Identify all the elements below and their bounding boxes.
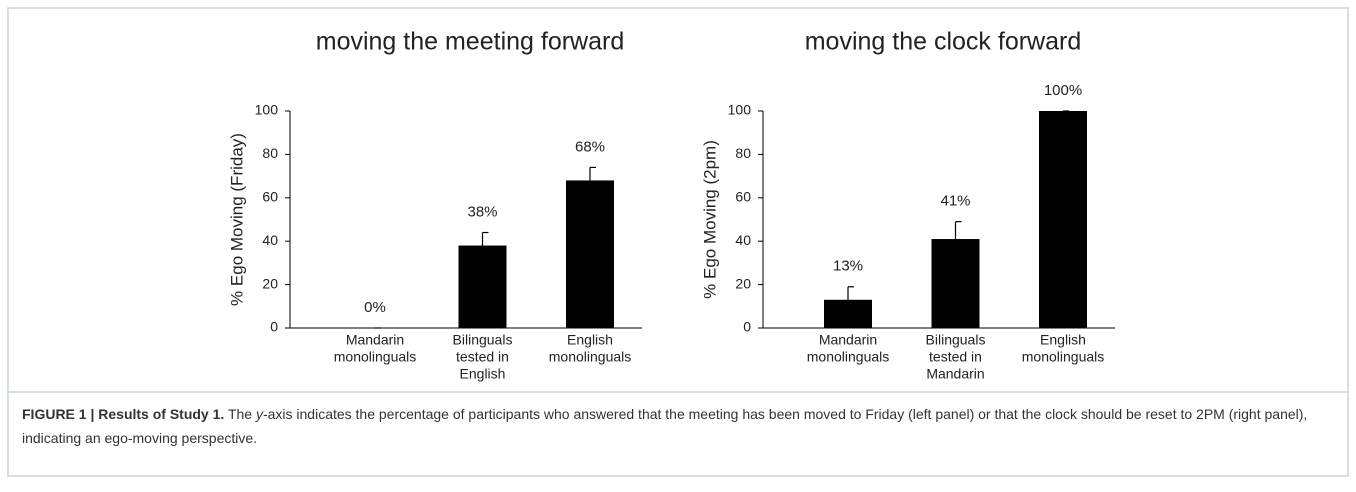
bar bbox=[458, 245, 507, 328]
y-tick-label: 100 bbox=[728, 102, 752, 118]
x-tick-label: English bbox=[567, 332, 613, 348]
bar bbox=[931, 239, 980, 328]
x-tick-label: monolinguals bbox=[334, 349, 417, 365]
y-tick-label: 80 bbox=[262, 145, 278, 161]
x-tick-label: monolinguals bbox=[1022, 349, 1105, 365]
caption-text: The bbox=[227, 406, 253, 422]
x-tick-label: tested in bbox=[456, 349, 509, 365]
y-tick-label: 80 bbox=[735, 145, 751, 161]
bar bbox=[1039, 111, 1087, 328]
y-tick-label: 40 bbox=[735, 232, 751, 248]
figure-border bbox=[7, 7, 1349, 477]
caption: FIGURE 1 | Results of Study 1. The y-axi… bbox=[22, 402, 1332, 450]
y-tick-label: 60 bbox=[735, 189, 751, 205]
value-label: 41% bbox=[940, 193, 970, 210]
x-tick-label: English bbox=[460, 366, 506, 382]
value-label: 68% bbox=[575, 138, 605, 155]
bar bbox=[824, 299, 872, 328]
x-tick-label: monolinguals bbox=[549, 349, 632, 365]
y-axis-label: % Ego Moving (2pm) bbox=[700, 140, 719, 299]
value-label: 38% bbox=[467, 203, 497, 220]
value-label: 0% bbox=[364, 299, 386, 316]
y-tick-label: 40 bbox=[262, 232, 278, 248]
chart-title: moving the clock forward bbox=[805, 28, 1082, 56]
value-label: 13% bbox=[833, 258, 863, 275]
y-tick-label: 0 bbox=[270, 319, 278, 335]
x-tick-label: Bilinguals bbox=[926, 332, 986, 348]
y-tick-label: 60 bbox=[262, 189, 278, 205]
y-tick-label: 0 bbox=[743, 319, 751, 335]
x-tick-label: English bbox=[1040, 332, 1086, 348]
x-tick-label: Mandarin bbox=[819, 332, 877, 348]
x-tick-label: Bilinguals bbox=[453, 332, 513, 348]
caption-italic: y bbox=[255, 406, 263, 422]
x-tick-label: monolinguals bbox=[807, 349, 890, 365]
bar bbox=[566, 180, 614, 328]
y-tick-label: 100 bbox=[255, 102, 279, 118]
x-tick-label: Mandarin bbox=[346, 332, 404, 348]
value-label: 100% bbox=[1044, 82, 1082, 99]
x-tick-label: Mandarin bbox=[926, 366, 984, 382]
y-tick-label: 20 bbox=[262, 275, 278, 291]
y-tick-label: 20 bbox=[735, 275, 751, 291]
caption-text: -axis indicates the percentage of partic… bbox=[22, 406, 1308, 446]
caption-label: FIGURE 1 | Results of Study 1. bbox=[22, 406, 225, 422]
chart-title: moving the meeting forward bbox=[316, 28, 624, 56]
x-tick-label: tested in bbox=[929, 349, 982, 365]
y-axis-label: % Ego Moving (Friday) bbox=[227, 133, 246, 306]
